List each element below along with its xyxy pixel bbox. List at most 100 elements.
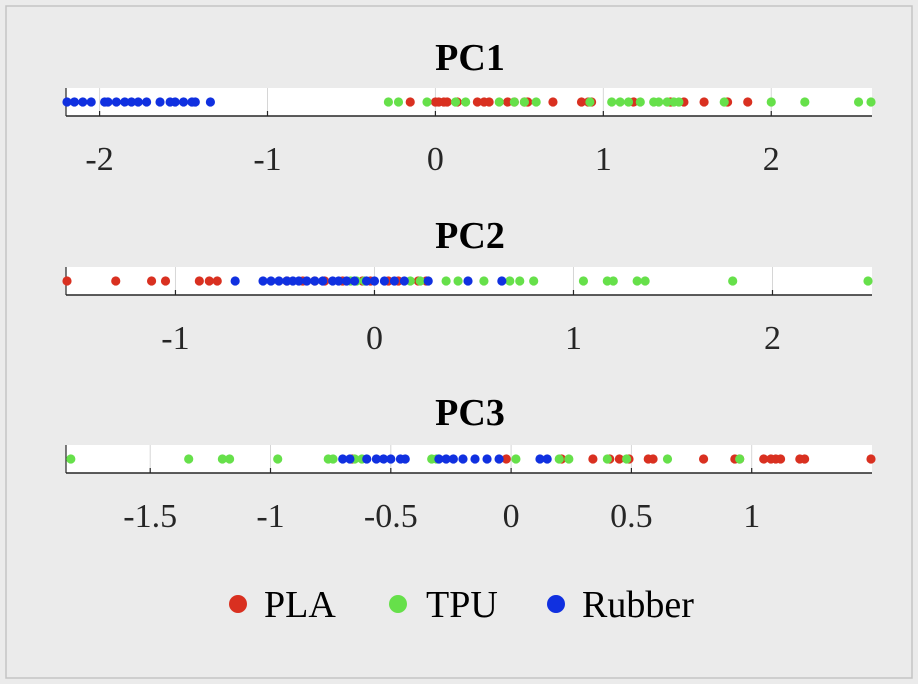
pc2-point-pla (212, 276, 222, 286)
pc3-point-rubber (482, 454, 492, 464)
pc1-point-tpu (853, 97, 864, 107)
pc1-tick-label: 2 (763, 141, 780, 178)
pc3-tick-label: 0 (503, 498, 520, 535)
pc1-point-tpu (494, 97, 504, 107)
pc1-point-tpu (623, 97, 634, 107)
pc2-point-rubber (463, 276, 473, 286)
pc1-panel: PC1 -2 -1 0 1 2 (62, 37, 876, 178)
legend-marker-pla (229, 595, 247, 613)
pc3-point-rubber (494, 454, 504, 464)
pc1-point-pla (472, 97, 482, 107)
pc3-point-tpu (511, 454, 521, 464)
pc2-point-tpu (505, 276, 515, 286)
pc1-point-tpu (607, 97, 617, 107)
pc3-point-pla (698, 454, 709, 464)
pc1-point-tpu (800, 97, 810, 107)
pc1-point-tpu (461, 97, 471, 107)
pc1-point-rubber (142, 97, 152, 107)
pc2-point-rubber (230, 276, 240, 286)
pc2-point-pla (111, 276, 121, 286)
pc3-point-pla (800, 454, 810, 464)
pc3-point-tpu (602, 454, 612, 464)
pc1-point-pla (484, 97, 494, 107)
pc3-tick-label: 1 (743, 498, 760, 535)
pc2-point-rubber (302, 276, 312, 286)
pc1-point-rubber (205, 97, 216, 107)
pc3-point-rubber (386, 454, 396, 464)
pc1-point-rubber (190, 97, 200, 107)
pc1-point-tpu (615, 97, 625, 107)
pc1-point-tpu (654, 97, 664, 107)
pc2-point-rubber (399, 276, 409, 286)
pc2-point-tpu (608, 276, 618, 286)
pc2-point-tpu (415, 276, 425, 286)
pc1-point-pla (699, 97, 709, 107)
pc1-point-rubber (133, 97, 143, 107)
legend-label-rubber: Rubber (582, 584, 694, 626)
pc3-point-rubber (441, 454, 451, 464)
pc3-tick-label: -0.5 (364, 498, 418, 535)
pc3-point-pla (866, 454, 876, 464)
pc1-point-rubber (69, 97, 79, 107)
pc3-point-tpu (328, 454, 338, 464)
pc3-tick-label: 0.5 (610, 498, 653, 535)
pc3-point-pla (648, 454, 658, 464)
pc1-point-tpu (531, 97, 541, 107)
pc3-point-rubber (338, 454, 348, 464)
pc2-point-tpu (479, 276, 489, 286)
pc1-point-rubber (111, 97, 121, 107)
pc2-point-rubber (423, 276, 433, 286)
pc1-point-pla (576, 97, 587, 107)
pc1-point-tpu (662, 97, 672, 107)
pc3-point-tpu (217, 454, 227, 464)
pc2-point-tpu (632, 276, 642, 286)
pc2-point-tpu (441, 276, 451, 286)
pc1-point-pla (548, 97, 558, 107)
pc3-point-pla (759, 454, 769, 464)
pc2-point-rubber (274, 276, 284, 286)
legend-label-tpu: TPU (426, 584, 498, 626)
pc3-point-rubber (378, 454, 389, 464)
pc2-point-rubber (389, 276, 399, 286)
pc1-point-pla (743, 97, 753, 107)
pc2-point-tpu (515, 276, 525, 286)
pc2-point-rubber (497, 276, 507, 286)
pc3-point-pla (775, 454, 786, 464)
pc1-point-tpu (635, 97, 645, 107)
pc1-point-tpu (519, 97, 530, 107)
pc1-tick-label: -1 (253, 141, 281, 178)
pc3-point-rubber (400, 454, 410, 464)
pc3-point-pla (614, 454, 624, 464)
pc1-tick-label: 1 (595, 141, 612, 178)
figure-border (5, 5, 913, 679)
pc2-point-rubber (369, 276, 380, 286)
pc2-point-rubber (310, 276, 320, 286)
legend-item-tpu: TPU (389, 584, 498, 626)
pc2-tick-label: 0 (366, 320, 383, 357)
pc3-point-tpu (554, 454, 564, 464)
pc2-point-tpu (640, 276, 650, 286)
pc3-point-rubber (458, 454, 468, 464)
pc2-tick-label: -1 (161, 320, 189, 357)
pc1-point-tpu (585, 97, 595, 107)
pc2-point-rubber (294, 276, 304, 286)
pc2-point-pla (194, 276, 204, 286)
pc3-point-rubber (362, 454, 372, 464)
pc3-point-tpu (184, 454, 194, 464)
pc2-point-rubber (258, 276, 268, 286)
pc2-point-rubber (361, 276, 372, 286)
pc2-point-rubber (342, 276, 352, 286)
pc3-point-tpu (662, 454, 673, 464)
pc1-point-tpu (719, 97, 729, 107)
pc1-point-tpu (383, 97, 393, 107)
pc2-point-tpu (529, 276, 539, 286)
legend-marker-tpu (389, 595, 407, 613)
legend: PLA TPU Rubber (229, 584, 694, 626)
pc2-point-rubber (318, 276, 328, 286)
pc1-point-pla (442, 97, 452, 107)
pc1-point-tpu (674, 97, 684, 107)
pc3-point-tpu (225, 454, 235, 464)
pc3-point-rubber (371, 454, 381, 464)
pc1-point-rubber (120, 97, 130, 107)
pc1-point-rubber (126, 97, 137, 107)
